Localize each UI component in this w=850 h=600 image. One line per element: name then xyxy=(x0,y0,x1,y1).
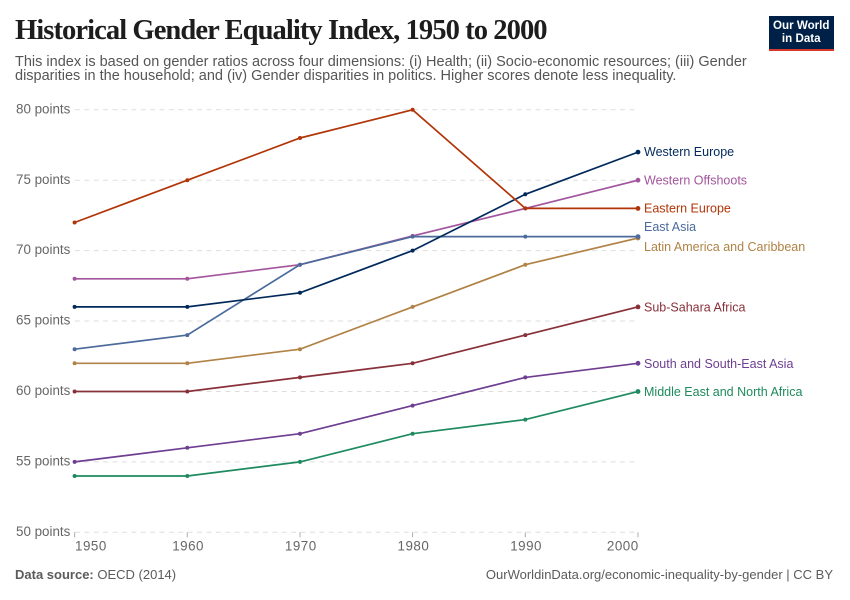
svg-text:Latin America and Caribbean: Latin America and Caribbean xyxy=(644,240,805,254)
svg-text:1970: 1970 xyxy=(285,539,317,554)
svg-text:1950: 1950 xyxy=(75,539,107,554)
svg-text:South and South-East Asia: South and South-East Asia xyxy=(644,357,793,371)
svg-text:70 points: 70 points xyxy=(16,242,71,257)
svg-text:55 points: 55 points xyxy=(16,454,71,469)
svg-text:60 points: 60 points xyxy=(16,383,71,398)
svg-text:2000: 2000 xyxy=(607,539,639,554)
svg-text:East Asia: East Asia xyxy=(644,220,696,234)
svg-text:Eastern Europe: Eastern Europe xyxy=(644,202,731,216)
svg-text:50 points: 50 points xyxy=(16,524,71,539)
svg-text:Western Offshoots: Western Offshoots xyxy=(644,173,747,187)
svg-text:80 points: 80 points xyxy=(16,101,71,116)
svg-text:1960: 1960 xyxy=(172,539,204,554)
svg-text:1990: 1990 xyxy=(510,539,542,554)
svg-text:75 points: 75 points xyxy=(16,172,71,187)
svg-text:Western Europe: Western Europe xyxy=(644,145,734,159)
svg-text:65 points: 65 points xyxy=(16,313,71,328)
svg-text:Sub-Sahara Africa: Sub-Sahara Africa xyxy=(644,300,745,314)
svg-text:1980: 1980 xyxy=(398,539,430,554)
svg-text:Middle East and North Africa: Middle East and North Africa xyxy=(644,385,802,399)
